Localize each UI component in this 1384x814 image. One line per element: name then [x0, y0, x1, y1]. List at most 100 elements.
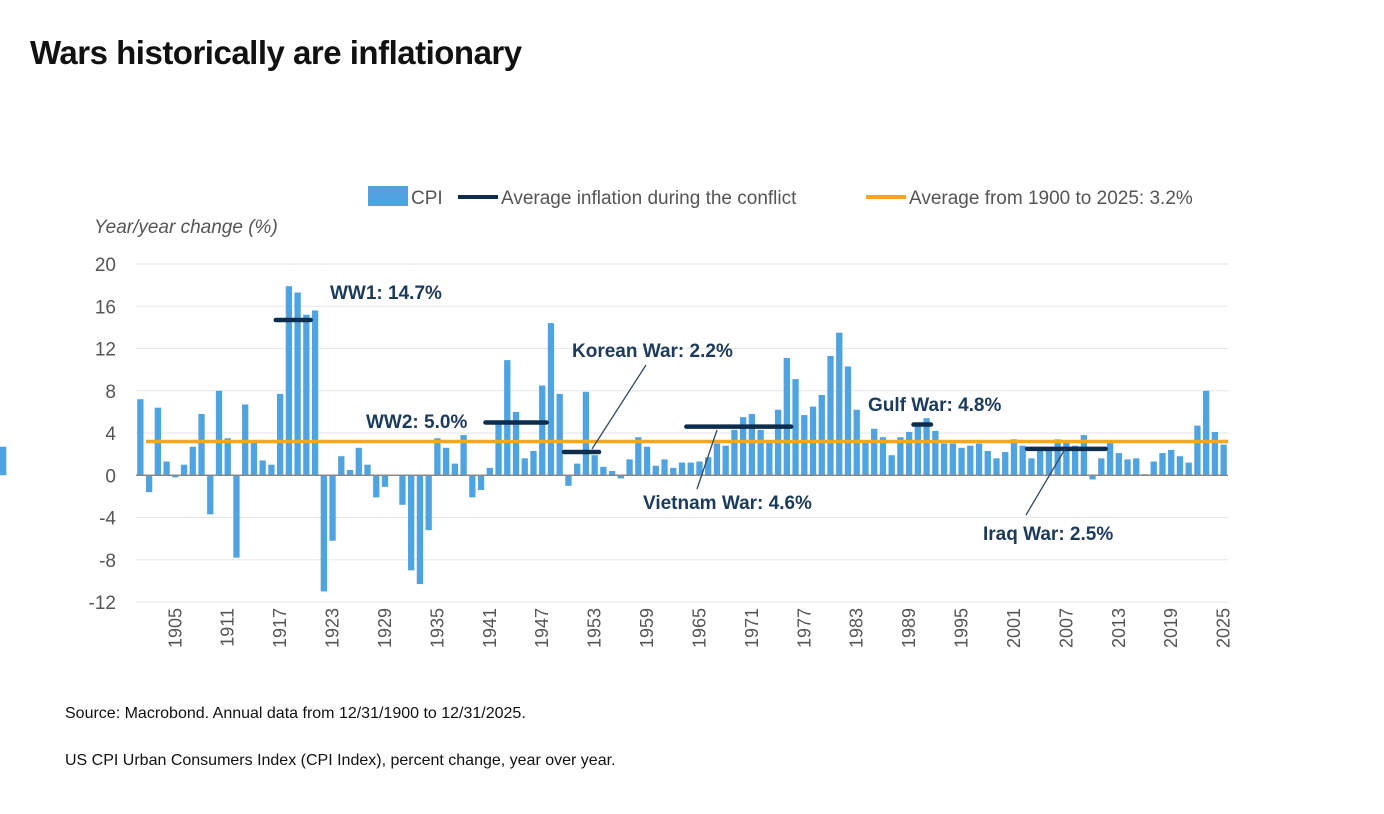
- legend-label-cpi: CPI: [411, 188, 443, 209]
- x-tick-label: 1935: [427, 608, 447, 648]
- cpi-bar: [1124, 459, 1131, 476]
- cpi-bar: [635, 437, 642, 476]
- cpi-bar: [687, 462, 694, 476]
- cpi-bar: [311, 310, 319, 476]
- cpi-bar: [1185, 462, 1192, 476]
- y-tick-label: -8: [99, 551, 116, 572]
- conflict-label: Iraq War: 2.5%: [983, 524, 1113, 545]
- cpi-bar: [268, 464, 275, 476]
- cpi-bar: [1203, 390, 1210, 476]
- x-tick-label: 1911: [218, 608, 238, 647]
- cpi-bar: [783, 358, 790, 476]
- x-tick-label: 1971: [742, 608, 762, 648]
- cpi-bar: [521, 458, 528, 476]
- cpi-bar: [425, 475, 432, 531]
- cpi-bar: [207, 475, 214, 515]
- x-tick-label: 2019: [1161, 608, 1181, 648]
- source-note: Source: Macrobond. Annual data from 12/3…: [65, 705, 526, 722]
- cpi-bar: [399, 475, 406, 505]
- cpi-bar: [1176, 456, 1184, 476]
- cpi-bar: [172, 475, 179, 478]
- cpi-bar: [145, 475, 153, 493]
- cpi-bar: [477, 475, 485, 491]
- cpi-bar: [914, 424, 922, 476]
- x-tick-label: 1965: [689, 608, 709, 648]
- cpi-bar: [949, 443, 956, 476]
- cpi-bar: [705, 457, 712, 476]
- cpi-bar: [582, 391, 590, 476]
- cpi-bar: [984, 450, 991, 476]
- cpi-bar: [731, 429, 738, 476]
- cpi-bar: [897, 437, 904, 476]
- conflict-label: WW2: 5.0%: [366, 412, 467, 433]
- cpi-bar: [574, 463, 581, 476]
- cpi-bar: [1054, 439, 1061, 476]
- cpi-bar: [276, 393, 284, 476]
- cpi-bar: [338, 456, 345, 476]
- cpi-bar: [1220, 444, 1227, 476]
- cpi-bar: [740, 417, 747, 476]
- cpi-bar: [408, 475, 415, 571]
- cpi-bar: [233, 475, 240, 558]
- x-axis-ticks: 1905 1911 1917 1923 1929 1935 1941 1947 1953 1959…: [165, 608, 1233, 648]
- cpi-bar: [547, 323, 555, 476]
- cpi-bar: [836, 332, 843, 476]
- cpi-bar: [373, 475, 380, 498]
- conflict-leader-line: [1025, 448, 1066, 516]
- x-tick-label: 2025: [1214, 608, 1234, 648]
- cpi-bar: [862, 441, 869, 476]
- index-note: US CPI Urban Consumers Index (CPI Index)…: [65, 752, 616, 769]
- conflict-label: Gulf War: 4.8%: [868, 395, 1001, 416]
- cpi-bar: [1168, 449, 1175, 476]
- legend-label-average: Average from 1900 to 2025: 3.2%: [909, 188, 1193, 209]
- x-tick-label: 1983: [847, 608, 867, 648]
- legend-swatch-cpi: [368, 186, 408, 206]
- x-tick-label: 2013: [1109, 608, 1129, 648]
- cpi-bar: [1071, 445, 1079, 476]
- inflation-chart: CPI Average inflation during the conflict…: [0, 186, 1234, 648]
- cpi-bar: [1063, 441, 1070, 476]
- y-axis-ticks: 20 16 12 8 4 0 -4 -8 -12: [89, 255, 117, 614]
- cpi-bar: [346, 469, 354, 476]
- x-tick-label: 1929: [375, 608, 395, 648]
- cpi-bar: [565, 475, 572, 486]
- cpi-bar: [0, 446, 7, 476]
- cpi-bar: [469, 475, 476, 498]
- cpi-bar: [696, 461, 703, 476]
- cpi-bar: [932, 430, 939, 476]
- x-tick-label: 1947: [532, 608, 552, 648]
- cpi-bar: [259, 460, 266, 476]
- cpi-bar: [416, 475, 424, 585]
- cpi-bar: [591, 455, 598, 476]
- cpi-bar: [1194, 425, 1201, 476]
- cpi-bar: [792, 379, 799, 476]
- cpi-bar: [1150, 461, 1157, 476]
- cpi-bar: [294, 292, 301, 476]
- cpi-bar: [163, 461, 170, 476]
- cpi-bar: [818, 394, 825, 476]
- conflict-label: WW1: 14.7%: [330, 283, 442, 304]
- x-tick-label: 1953: [585, 608, 605, 648]
- cpi-bar: [215, 390, 223, 476]
- cpi-bar: [364, 464, 371, 476]
- x-tick-label: 1917: [270, 608, 290, 648]
- cpi-bar: [844, 366, 852, 476]
- cpi-bar: [801, 415, 808, 476]
- cpi-bar: [180, 464, 188, 476]
- gridlines: [136, 263, 1228, 603]
- cpi-bar: [871, 428, 878, 476]
- conflict-label: Vietnam War: 4.6%: [643, 493, 812, 514]
- y-tick-label: -4: [99, 509, 116, 530]
- cpi-bar: [1159, 453, 1166, 476]
- cpi-bar: [722, 445, 729, 476]
- cpi-bar: [1080, 435, 1088, 476]
- cpi-bar: [224, 438, 231, 476]
- x-tick-label: 2007: [1056, 608, 1076, 648]
- y-tick-label: 20: [95, 255, 116, 276]
- conflict-leader-line: [696, 429, 718, 490]
- cpi-bar: [1045, 446, 1053, 476]
- x-tick-label: 1923: [323, 608, 343, 648]
- legend-label-conflict: Average inflation during the conflict: [501, 188, 797, 209]
- cpi-bar: [643, 446, 651, 476]
- cpi-bar: [512, 411, 520, 476]
